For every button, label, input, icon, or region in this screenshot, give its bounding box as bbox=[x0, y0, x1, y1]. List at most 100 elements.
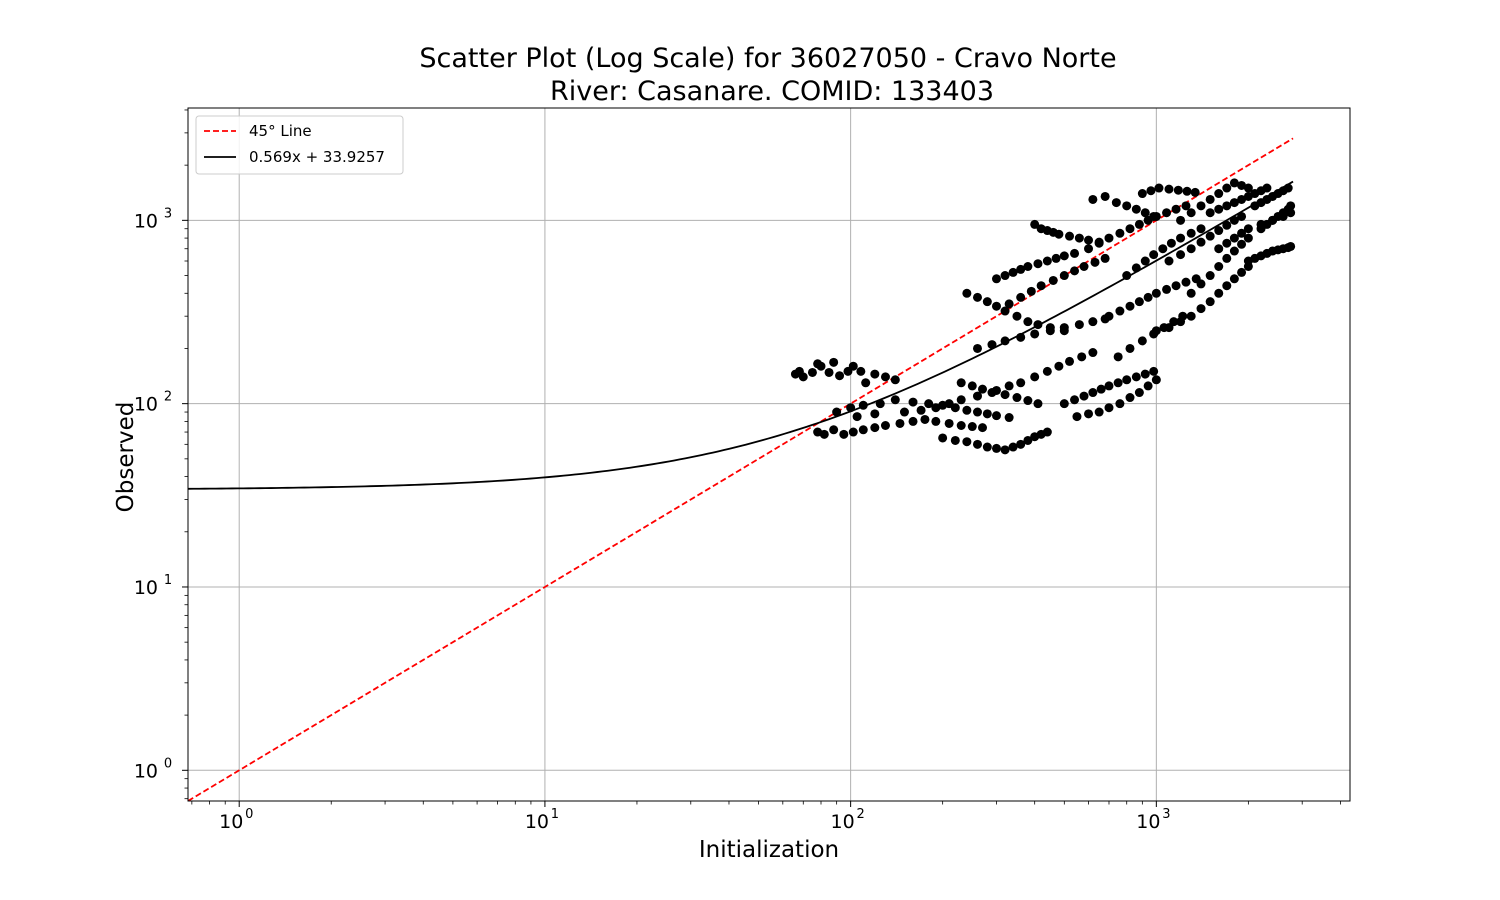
x-axis-label: Initialization bbox=[699, 837, 839, 863]
scatter-point bbox=[890, 375, 900, 385]
scatter-point bbox=[1125, 393, 1135, 403]
axis-ticks: 10 0 10 1 10 2 10 310 010 110 210 3 bbox=[134, 109, 1341, 833]
legend: 45° Line 0.569x + 33.9257 bbox=[195, 115, 404, 175]
y-tick-exponent: 0 bbox=[164, 756, 172, 771]
scatter-point bbox=[978, 423, 987, 433]
scatter-point bbox=[856, 366, 866, 376]
scatter-point bbox=[1229, 274, 1239, 284]
scatter-point bbox=[1214, 226, 1224, 236]
scatter-point bbox=[1059, 399, 1069, 409]
scatter-point bbox=[1214, 189, 1224, 199]
scatter-point bbox=[1000, 445, 1010, 455]
scatter-point bbox=[1096, 384, 1106, 394]
scatter-point bbox=[1186, 311, 1196, 321]
scatter-point bbox=[991, 301, 1001, 311]
scatter-point bbox=[846, 403, 856, 413]
scatter-point bbox=[1000, 306, 1010, 316]
scatter-point bbox=[1162, 208, 1172, 218]
grid-lines bbox=[188, 108, 1350, 801]
scatter-point bbox=[1088, 317, 1098, 327]
scatter-point bbox=[1070, 248, 1080, 258]
x-tick-label: 10 bbox=[1136, 811, 1160, 833]
scatter-point bbox=[967, 381, 977, 391]
scatter-point bbox=[1125, 343, 1135, 353]
scatter-point bbox=[798, 372, 808, 382]
scatter-point bbox=[1205, 231, 1215, 241]
scatter-point bbox=[1113, 378, 1123, 388]
scatter-point bbox=[1016, 332, 1026, 342]
chart-title-line2: River: Casanare. COMID: 133403 bbox=[550, 76, 994, 107]
scatter-point bbox=[1171, 204, 1181, 214]
scatter-point bbox=[991, 274, 1001, 284]
scatter-point bbox=[1222, 201, 1232, 211]
chart-title-line1: Scatter Plot (Log Scale) for 36027050 - … bbox=[419, 43, 1116, 74]
scatter-point bbox=[1181, 277, 1191, 287]
scatter-points bbox=[790, 178, 1296, 455]
series-45-degree-line bbox=[188, 137, 1294, 801]
scatter-point bbox=[870, 369, 880, 379]
scatter-point bbox=[1030, 372, 1040, 382]
scatter-point bbox=[1171, 281, 1181, 291]
scatter-point bbox=[1166, 238, 1176, 248]
scatter-point bbox=[1140, 208, 1150, 218]
scatter-point bbox=[1222, 183, 1232, 193]
scatter-point bbox=[880, 421, 890, 430]
scatter-point bbox=[1164, 256, 1174, 266]
y-tick-label: 10 bbox=[134, 210, 158, 232]
scatter-point bbox=[1104, 381, 1114, 391]
scatter-point bbox=[1237, 267, 1247, 277]
scatter-point bbox=[1158, 244, 1168, 254]
scatter-point bbox=[1149, 211, 1159, 221]
scatter-point bbox=[1125, 224, 1135, 234]
scatter-point bbox=[1205, 208, 1215, 218]
x-tick-label: 10 bbox=[525, 811, 549, 833]
scatter-point bbox=[982, 297, 992, 307]
scatter-point bbox=[1088, 194, 1098, 204]
scatter-point bbox=[1030, 329, 1040, 339]
scatter-point bbox=[1140, 369, 1150, 379]
scatter-point bbox=[1131, 204, 1141, 214]
x-tick-label: 10 bbox=[831, 811, 855, 833]
scatter-point bbox=[1283, 204, 1293, 214]
scatter-point bbox=[944, 418, 954, 428]
scatter-point bbox=[924, 399, 934, 409]
scatter-point bbox=[1186, 208, 1196, 218]
scatter-point bbox=[1176, 317, 1186, 327]
scatter-point bbox=[824, 367, 834, 377]
scatter-point bbox=[950, 435, 960, 445]
scatter-point bbox=[956, 395, 966, 405]
scatter-point bbox=[1104, 403, 1114, 413]
x-tick-exponent: 0 bbox=[245, 807, 253, 822]
scatter-point bbox=[1115, 228, 1125, 238]
scatter-point bbox=[1070, 266, 1080, 276]
scatter-point bbox=[1131, 372, 1141, 382]
scatter-point bbox=[875, 399, 885, 409]
scatter-point bbox=[852, 412, 862, 422]
y-tick-exponent: 3 bbox=[164, 206, 172, 221]
scatter-point bbox=[1237, 194, 1247, 204]
scatter-point bbox=[1196, 304, 1206, 314]
scatter-point bbox=[880, 372, 890, 382]
scatter-point bbox=[858, 400, 868, 410]
scatter-point bbox=[1186, 228, 1196, 238]
scatter-point bbox=[1115, 306, 1125, 316]
scatter-point bbox=[1190, 187, 1200, 197]
scatter-point bbox=[1065, 356, 1075, 366]
scatter-point bbox=[1000, 271, 1010, 281]
scatter-point bbox=[1033, 320, 1043, 330]
scatter-point bbox=[1065, 231, 1075, 241]
scatter-point bbox=[1143, 381, 1153, 391]
scatter-point bbox=[916, 405, 926, 415]
scatter-point bbox=[972, 343, 982, 353]
scatter-point bbox=[972, 407, 982, 417]
scatter-point bbox=[1229, 198, 1239, 208]
scatter-point bbox=[1134, 388, 1144, 398]
scatter-point bbox=[944, 399, 954, 409]
scatter-point bbox=[1084, 235, 1094, 245]
scatter-point bbox=[1237, 228, 1247, 238]
scatter-point bbox=[1229, 246, 1239, 256]
scatter-point bbox=[1008, 267, 1018, 277]
x-tick-label: 10 bbox=[219, 811, 243, 833]
x-tick-exponent: 1 bbox=[551, 807, 559, 822]
scatter-point bbox=[1196, 279, 1206, 289]
